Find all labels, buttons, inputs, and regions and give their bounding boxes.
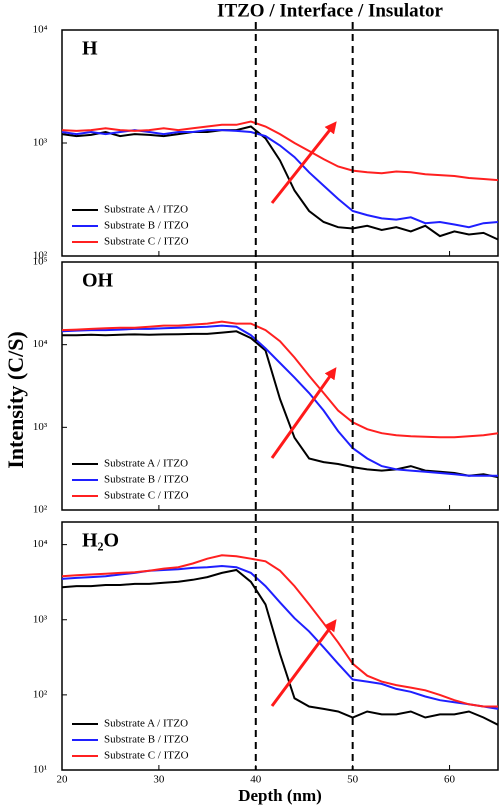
trend-arrow — [270, 121, 337, 204]
x-axis-label: Depth (nm) — [238, 786, 322, 805]
y-tick-label: 10² — [33, 504, 48, 516]
panel-label: OH — [82, 270, 114, 292]
y-tick-label: 10³ — [33, 421, 48, 433]
data-line — [61, 320, 499, 439]
data-line — [61, 120, 499, 182]
y-tick-label: 10¹ — [33, 764, 47, 776]
y-tick-label: 10⁴ — [33, 338, 48, 350]
trend-arrow — [270, 367, 337, 459]
x-tick-label: 20 — [57, 774, 69, 786]
x-tick-label: 30 — [153, 774, 165, 786]
trend-arrow — [270, 619, 337, 707]
plot-frame — [61, 261, 499, 511]
data-line — [61, 564, 499, 710]
legend-label: Substrate C / ITZO — [104, 236, 189, 248]
x-tick-label: 40 — [250, 774, 262, 786]
legend-label: Substrate C / ITZO — [104, 750, 189, 762]
legend-label: Substrate A / ITZO — [104, 204, 188, 216]
panel-label: H — [82, 38, 98, 60]
y-tick-label: 10² — [33, 688, 48, 700]
data-line — [61, 125, 499, 241]
data-line — [62, 330, 499, 479]
panel-label: H₂O — [82, 530, 119, 552]
x-tick-label: 50 — [347, 774, 359, 786]
y-tick-label: 10² — [33, 250, 48, 262]
arrows — [270, 121, 337, 707]
legend-label: Substrate A / ITZO — [104, 458, 188, 470]
y-tick-label: 10⁵ — [33, 256, 48, 268]
legend-label: Substrate B / ITZO — [104, 474, 189, 486]
data-line — [61, 568, 499, 726]
data-line — [61, 324, 498, 477]
y-tick-label: 10³ — [33, 137, 48, 149]
legend-label: Substrate C / ITZO — [104, 490, 189, 502]
legend-label: Substrate A / ITZO — [104, 718, 188, 730]
plot-frame — [61, 521, 499, 771]
y-tick-label: 10³ — [33, 613, 48, 625]
chart-title: ITZO / Interface / Insulator — [217, 0, 443, 21]
y-tick-label: 10⁴ — [33, 538, 48, 550]
legend-label: Substrate B / ITZO — [104, 220, 189, 232]
y-axis-label: Intensity (C/S) — [3, 331, 28, 469]
legend-label: Substrate B / ITZO — [104, 734, 189, 746]
y-tick-label: 10⁴ — [33, 24, 48, 36]
x-tick-label: 60 — [444, 774, 456, 786]
data-line — [61, 554, 498, 708]
